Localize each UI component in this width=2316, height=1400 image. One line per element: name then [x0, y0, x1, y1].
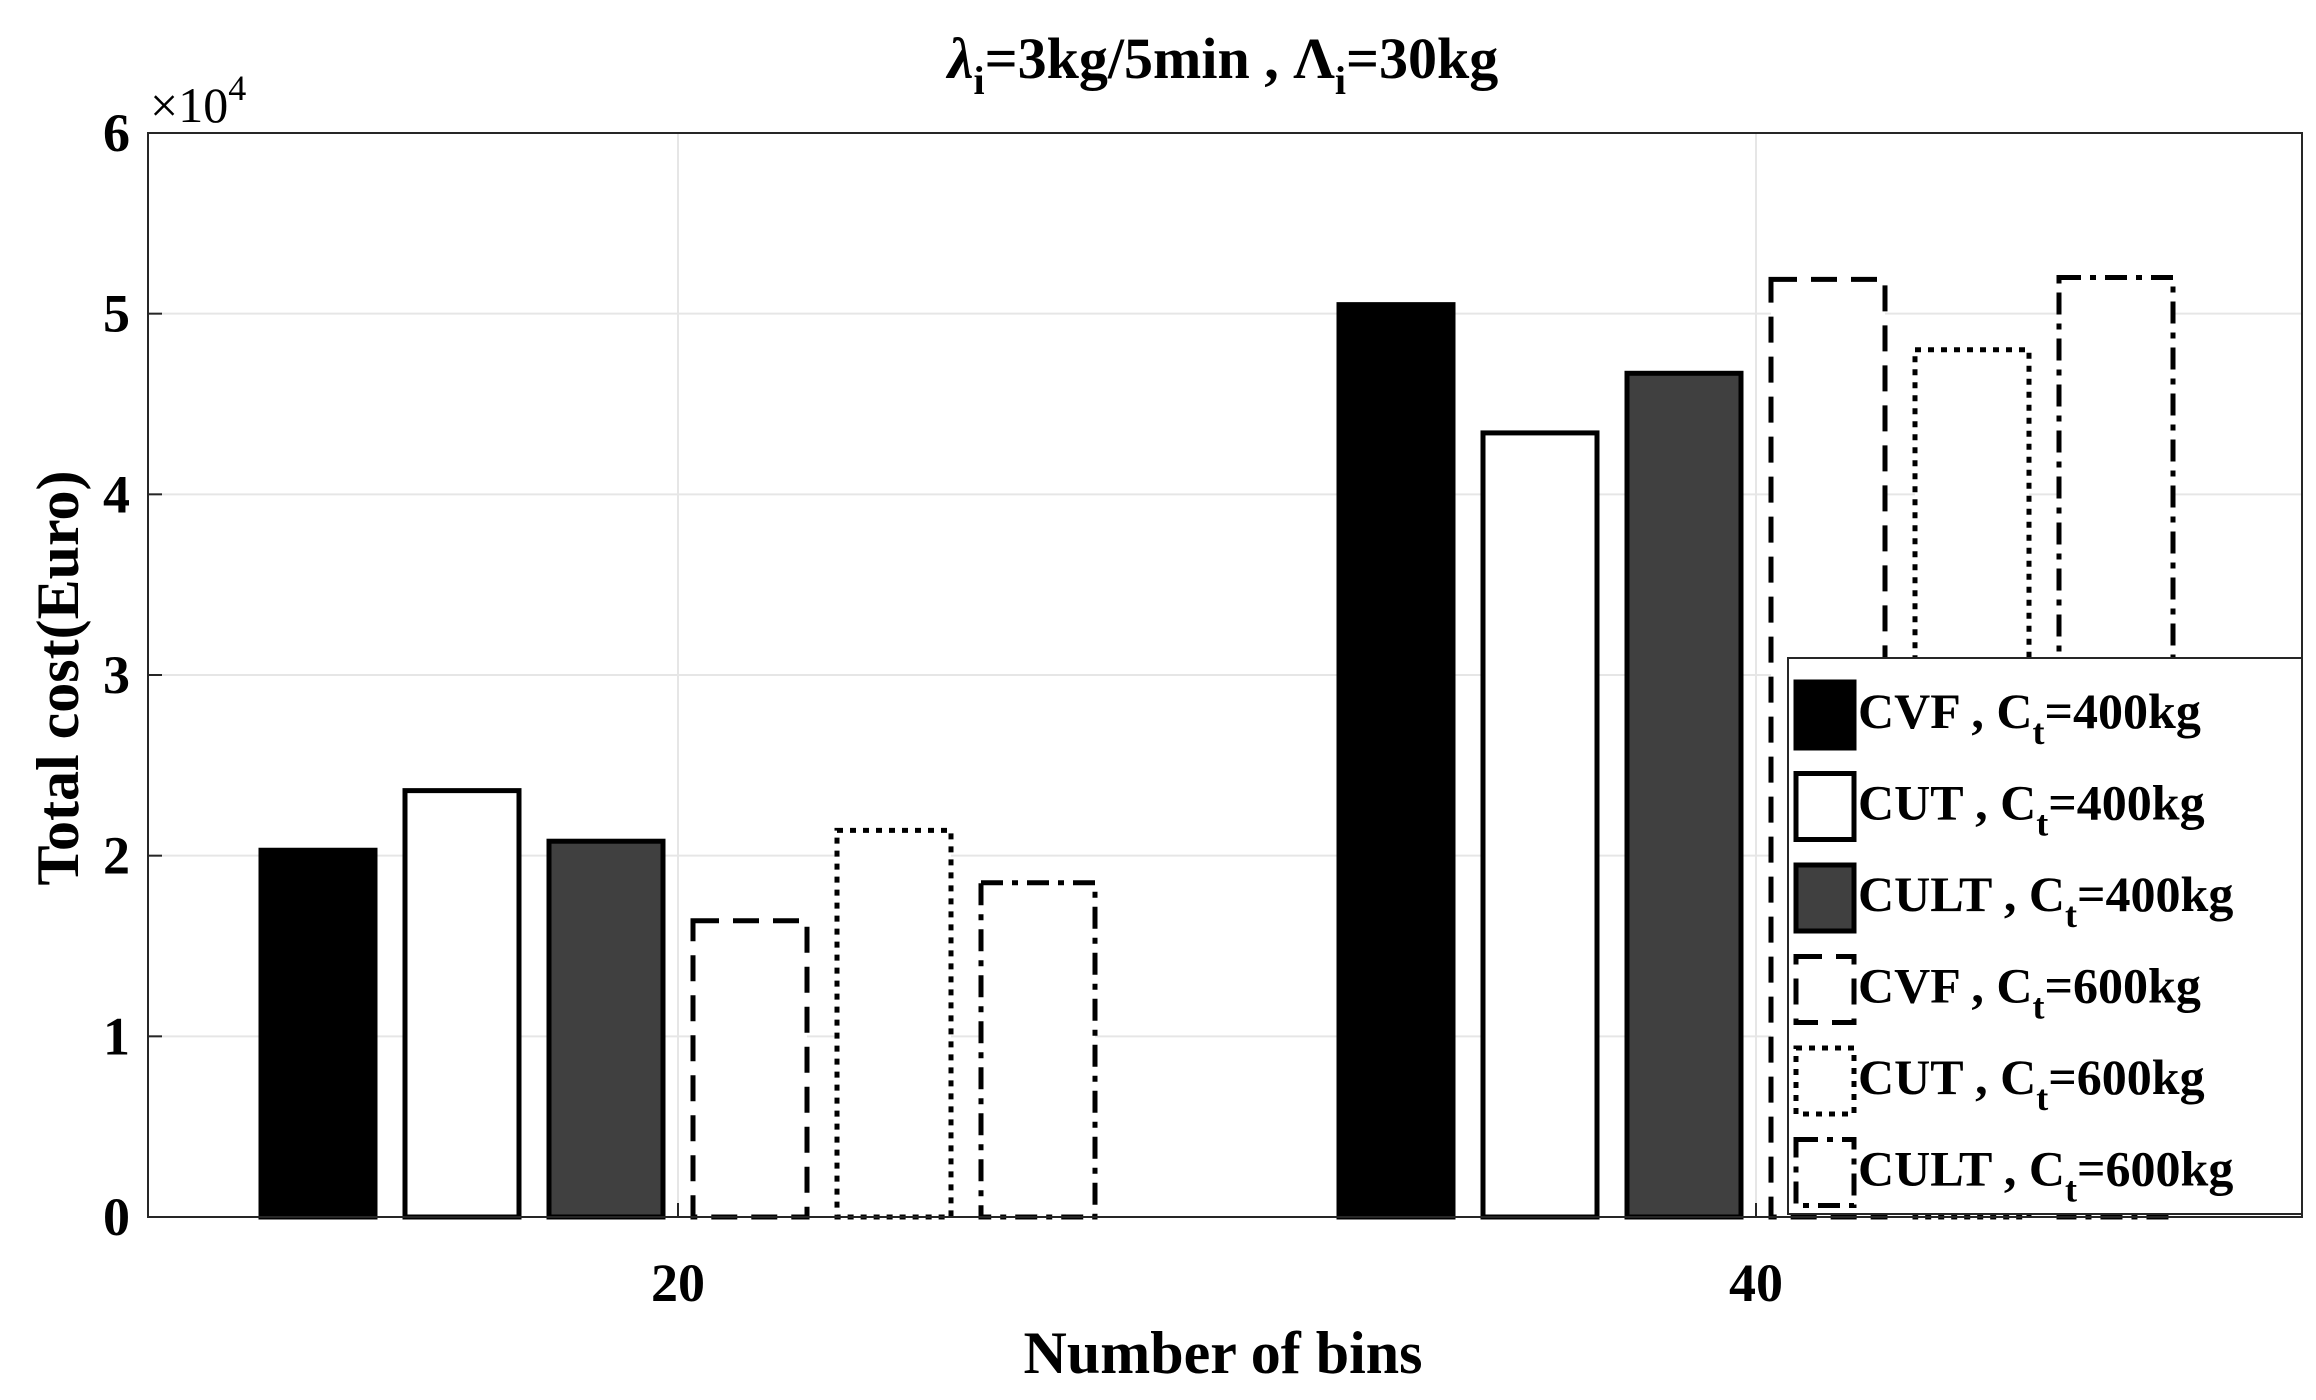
bar-cvf-400-40	[1336, 302, 1456, 1220]
bar-cult-400-20	[546, 838, 666, 1220]
x-axis-label: Number of bins	[1024, 1320, 1423, 1386]
bar-cut-400-20	[402, 788, 522, 1220]
axes: 0 1 2 3 4 5 6 20 40	[103, 103, 2303, 1313]
y-tick-label: 3	[103, 645, 130, 705]
legend-label: CVF , Ct=600kg	[1858, 958, 2201, 1027]
x-tick-label: 20	[651, 1253, 705, 1313]
y-tick-label: 6	[103, 103, 130, 163]
title-lambda-sub: i	[974, 58, 985, 103]
legend-swatch	[1793, 954, 1857, 1025]
legend-swatch	[1793, 1045, 1857, 1117]
legend-label: CUT , Ct=600kg	[1858, 1049, 2205, 1118]
legend-swatch	[1793, 679, 1857, 751]
bar-cvf-600-20	[690, 918, 810, 1220]
chart-title: λi=3kg/5min , Λi=30kg	[946, 26, 1499, 103]
bar-cvf-400-20	[258, 847, 378, 1220]
legend-swatch	[1793, 1137, 1857, 1208]
y-tick-label: 4	[103, 464, 130, 524]
y-tick-label: 2	[103, 826, 130, 886]
bar-cult-400-40	[1624, 370, 1744, 1220]
legend-swatch	[1793, 862, 1857, 934]
y-axis-label: Total cost(Euro)	[25, 470, 91, 885]
y-exponent-base: ×10	[150, 77, 228, 133]
y-tick-label: 1	[103, 1006, 130, 1066]
legend-label: CULT , Ct=400kg	[1858, 866, 2233, 935]
title-part1: =3kg/5min ,	[985, 26, 1294, 91]
bar-cult-600-20	[978, 880, 1098, 1220]
legend-box	[1787, 657, 2303, 1215]
bar-cut-600-20	[834, 827, 954, 1220]
legend: CVF , Ct=400kg CUT , Ct=400kg CULT , Ct=40…	[1787, 657, 2303, 1215]
x-tick-label: 40	[1729, 1253, 1783, 1313]
y-exponent-label: ×104	[150, 68, 246, 133]
y-tick-label: 5	[103, 284, 130, 344]
y-tick-label: 0	[103, 1187, 130, 1247]
legend-label: CVF , Ct=400kg	[1858, 683, 2201, 752]
legend-label: CUT , Ct=400kg	[1858, 775, 2205, 844]
title-part2: =30kg	[1346, 26, 1498, 91]
title-Lambda: Λ	[1293, 26, 1335, 91]
y-exponent-power: 4	[228, 68, 246, 108]
bar-cut-400-40	[1480, 430, 1600, 1220]
title-Lambda-sub: i	[1335, 58, 1346, 103]
legend-swatch	[1793, 771, 1857, 842]
title-lambda: λ	[946, 26, 974, 91]
legend-label: CULT , Ct=600kg	[1858, 1141, 2233, 1210]
